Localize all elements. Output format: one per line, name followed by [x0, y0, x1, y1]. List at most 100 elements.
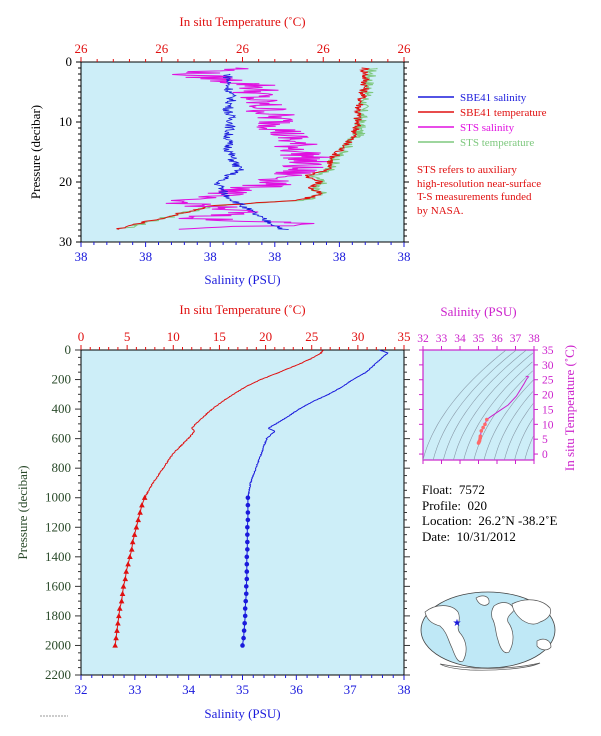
salinity-point [240, 643, 245, 648]
top-plot-area [80, 61, 405, 243]
legend-label: SBE41 salinity [460, 92, 527, 104]
ts-density-contour [483, 379, 534, 461]
main-sal-tick-label: 37 [344, 682, 358, 697]
map-landmass [511, 599, 552, 625]
float-value: 7572 [458, 482, 485, 497]
top-panel-sal-tick-label: 38 [398, 249, 411, 264]
profile-line: Profile: 020 [422, 498, 557, 514]
top-series-sbe41-salinity [214, 73, 289, 230]
temperature-point [116, 605, 123, 611]
salinity-point [242, 606, 248, 611]
ts-density-contour [443, 349, 527, 461]
salinity-point [244, 554, 250, 560]
ts-density-contour [463, 361, 533, 461]
ts-sal-tick-label: 34 [454, 333, 466, 345]
top-panel-temp-tick-label: 26 [236, 41, 250, 56]
ts-sal-tick-label: 35 [473, 333, 485, 345]
main-pressure-tick-label: 1000 [45, 490, 71, 505]
ts-density-contour [422, 349, 507, 461]
ts-sal-tick-label: 36 [491, 333, 503, 345]
legend-label: SBE41 temperature [460, 107, 547, 119]
top-panel-pressure-axis-title: Pressure (decibar) [28, 105, 43, 199]
salinity-point [243, 598, 249, 604]
location-value: 26.2˚N -38.2˚E [478, 513, 558, 528]
ts-sal-tick-label: 38 [528, 333, 540, 345]
main-pressure-tick-label: 2200 [45, 667, 71, 682]
salinity-point [242, 620, 247, 626]
date-label: Date: [422, 528, 451, 544]
ts-point [478, 434, 483, 439]
main-temp-tick-label: 35 [398, 329, 411, 344]
main-temp-tick-label: 20 [259, 329, 272, 344]
temperature-point [123, 568, 130, 574]
top-series-sbe41-temperature [116, 67, 371, 230]
temperature-point [114, 627, 120, 633]
ts-point [485, 417, 489, 422]
main-plot-area [80, 349, 405, 676]
ts-density-contour [453, 352, 534, 461]
float-location-marker: ★ [453, 618, 462, 629]
top-panel-temp-tick-label: 26 [75, 41, 89, 56]
main-pressure-tick-label: 2000 [45, 637, 71, 652]
salinity-point [242, 613, 248, 619]
main-sal-tick-label: 33 [128, 682, 141, 697]
salinity-point [245, 502, 251, 508]
main-temp-tick-label: 15 [213, 329, 226, 344]
main-sal-tick-label: 36 [290, 682, 304, 697]
top-panel-sal-tick-label: 38 [139, 249, 152, 264]
main-pressure-tick-label: 1200 [45, 519, 71, 534]
top-panel-sal-tick-label: 38 [268, 249, 281, 264]
temperature-point [125, 561, 131, 567]
temperature-point [118, 598, 125, 604]
top-panel-temp-tick-label: 26 [398, 41, 412, 56]
main-pressure-tick-label: 0 [65, 342, 72, 357]
float-line: Float: 7572 [422, 482, 557, 498]
map-landmass [475, 595, 490, 606]
main-temp-tick-label: 25 [305, 329, 318, 344]
top-panel-pressure-tick-label: 0 [66, 54, 73, 69]
date-line: Date: 10/31/2012 [422, 529, 557, 545]
main-sal-tick-label: 38 [398, 682, 411, 697]
ts-temp-tick-label: 15 [542, 404, 554, 416]
date-value: 10/31/2012 [456, 528, 516, 544]
profile-value: 020 [467, 497, 488, 513]
temperature-point [115, 620, 121, 626]
ts-temp-tick-label: 35 [542, 345, 554, 357]
temperature-point [133, 524, 140, 530]
profile-label: Profile: [422, 497, 461, 513]
temperature-point [141, 494, 148, 500]
map-landmass [439, 662, 541, 671]
ts-point [483, 422, 487, 427]
top-series-sts-salinity [165, 67, 331, 230]
salinity-point [245, 495, 251, 501]
salinity-point [245, 517, 251, 523]
location-label: Location: [422, 513, 472, 528]
main-temp-axis-title: In situ Temperature (˚C) [179, 302, 305, 317]
main-pressure-tick-label: 400 [52, 401, 72, 416]
ts-temp-tick-label: 5 [542, 434, 548, 446]
top-panel-sal-axis-title: Salinity (PSU) [204, 272, 280, 287]
main-pressure-tick-label: 600 [52, 431, 72, 446]
temperature-point [131, 531, 138, 537]
temperature-point [128, 546, 135, 552]
salinity-point [244, 576, 250, 582]
ts-sal-tick-label: 37 [510, 333, 522, 345]
temperature-point [135, 516, 142, 523]
top-panel-temp-tick-label: 26 [155, 41, 169, 56]
ts-sal-axis-title: Salinity (PSU) [440, 304, 516, 319]
top-panel-sal-tick-label: 38 [333, 249, 346, 264]
sts-note-line: high-resolution near-surface [417, 177, 542, 190]
ts-density-contour [514, 418, 534, 461]
main-temp-tick-label: 30 [351, 329, 364, 344]
temperature-point [119, 590, 126, 596]
sts-note-line: by NASA. [417, 204, 464, 217]
top-panel-temp-tick-label: 26 [317, 41, 331, 56]
top-panel-sal-tick-label: 38 [75, 249, 88, 264]
temperature-point [137, 509, 143, 515]
main-sal-tick-label: 35 [236, 682, 249, 697]
temperature-point [120, 583, 127, 589]
salinity-point [244, 569, 250, 574]
ts-density-contour [473, 370, 533, 461]
salinity-point [245, 524, 250, 530]
